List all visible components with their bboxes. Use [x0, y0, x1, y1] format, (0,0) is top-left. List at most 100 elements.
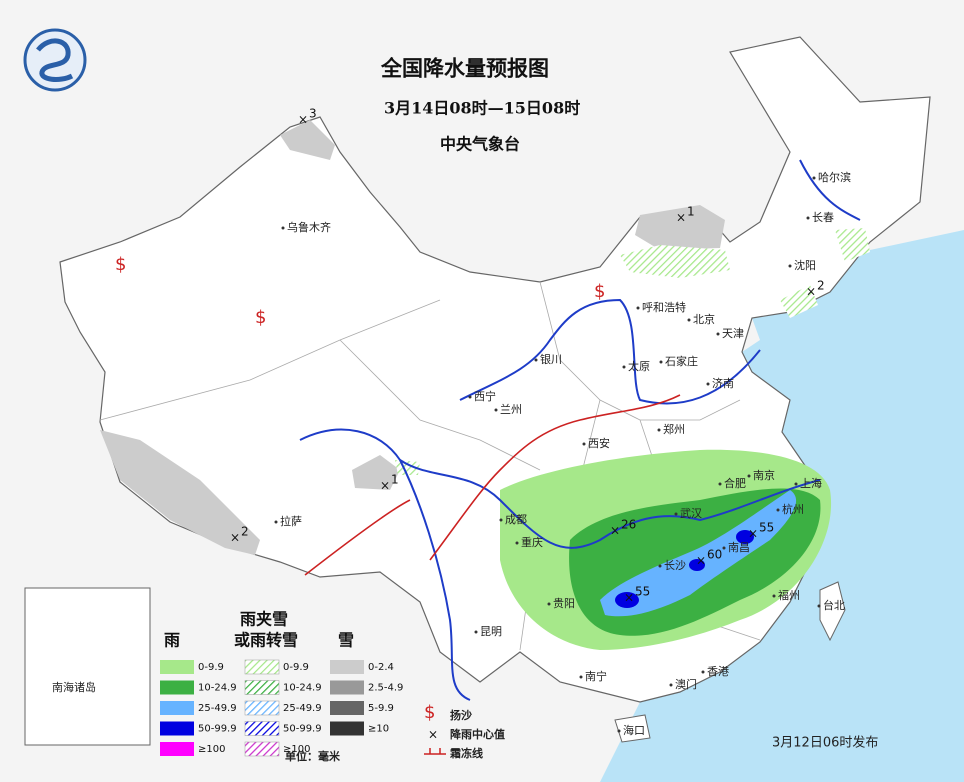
legend-mixed-title: 或雨转雪 [234, 631, 298, 650]
legend-label: 50-99.9 [283, 724, 322, 735]
city-dot [658, 564, 662, 568]
symbol-sand: $ [424, 702, 435, 723]
snow-areas [100, 120, 725, 555]
city-dot [718, 482, 722, 486]
legend-swatch [330, 680, 364, 695]
legend-label: 2.5-4.9 [368, 683, 403, 694]
city-dot [669, 683, 673, 687]
legend-label: 0-9.9 [198, 662, 224, 673]
symbol-frost [424, 748, 446, 755]
center-value: 2 [817, 279, 825, 293]
city-label: 南宁 [585, 669, 607, 683]
city-label: 太原 [628, 360, 650, 373]
legend-label: 0-9.9 [283, 662, 309, 673]
legend-swatch [330, 660, 364, 674]
city-label: 乌鲁木齐 [287, 220, 331, 234]
legend-swatch [244, 659, 280, 675]
city-label: 重庆 [521, 535, 543, 549]
city-dot [281, 226, 285, 230]
city-dot [817, 604, 821, 608]
legend-label: 10-24.9 [283, 683, 322, 694]
city-label: 成都 [505, 513, 527, 526]
city-dot [659, 360, 663, 364]
city-label: 贵阳 [553, 597, 575, 610]
rain-25-49 [600, 490, 797, 617]
legend-swatch [160, 701, 194, 715]
sand-symbol: $ [255, 307, 266, 328]
center-marker: × [806, 285, 816, 299]
city-dot [494, 408, 498, 412]
legend-swatch [160, 721, 194, 736]
center-marker: × [230, 531, 240, 545]
legend-rain-title: 雨 [164, 631, 180, 650]
city-dot [812, 176, 816, 180]
legend-label: 25-49.9 [198, 703, 237, 714]
city-dot [674, 512, 678, 516]
city-dot [579, 675, 583, 679]
legend-label: 5-9.9 [368, 703, 394, 714]
taiwan [819, 581, 846, 642]
city-label: 南昌 [728, 541, 750, 554]
city-label: 澳门 [675, 677, 697, 691]
legend-swatch [160, 660, 194, 674]
legend-label: 0-2.4 [368, 662, 394, 673]
hainan [614, 714, 651, 743]
legend-swatch [160, 742, 194, 756]
city-dot [747, 474, 751, 478]
center-marker: × [696, 554, 706, 568]
city-label: 合肥 [724, 476, 746, 490]
city-label: 沈阳 [794, 258, 816, 272]
legend-label: 50-99.9 [198, 724, 237, 735]
city-dot [772, 594, 776, 598]
inset-box [24, 587, 151, 746]
city-label: 呼和浩特 [642, 300, 686, 314]
legend-swatch [330, 721, 364, 736]
legend-swatch [244, 721, 280, 736]
city-label: 天津 [722, 327, 744, 340]
rain-50-99 [615, 530, 754, 608]
center-marker: × [298, 113, 308, 127]
city-dot [534, 358, 538, 362]
inset-label: 南海诸岛 [52, 680, 96, 694]
sand-symbol: $ [115, 254, 126, 275]
center-value: 60 [707, 548, 722, 562]
city-label: 昆明 [480, 625, 502, 638]
city-label: 哈尔滨 [818, 170, 851, 184]
center-value: 55 [759, 521, 774, 535]
city-dot [794, 482, 798, 486]
legend-swatch [330, 701, 364, 715]
city-dot [706, 382, 710, 386]
center-marker: × [380, 479, 390, 493]
title: 全国降水量预报图 [380, 56, 549, 81]
center-value: 1 [391, 473, 399, 487]
city-dot [582, 442, 586, 446]
frost-line [304, 394, 681, 576]
city-label: 北京 [693, 312, 715, 326]
city-label: 长沙 [664, 559, 686, 572]
city-dot [617, 729, 621, 733]
center-marker: × [748, 527, 758, 541]
legend-snow-title: 雪 [338, 631, 354, 650]
center-value: 55 [635, 585, 650, 599]
city-dot [701, 670, 705, 674]
legend-swatch [244, 741, 280, 757]
city-label: 济南 [712, 376, 734, 390]
center-value: 3 [309, 107, 317, 121]
sand-symbol: $ [594, 281, 605, 302]
city-dot [474, 630, 478, 634]
legend-label: 25-49.9 [283, 703, 322, 714]
legend-label: 10-24.9 [198, 683, 237, 694]
symbol-x: × [428, 728, 438, 742]
legend-symbol-label: 霜冻线 [449, 746, 483, 760]
city-dot [636, 306, 640, 310]
rivers [299, 159, 861, 701]
city-label: 西安 [588, 436, 610, 450]
legend-label: ≥100 [198, 744, 225, 755]
city-label: 银川 [540, 352, 562, 366]
city-label: 兰州 [500, 403, 522, 416]
city-dot [687, 318, 691, 322]
city-dot [515, 541, 519, 545]
legend-unit: 单位：毫米 [285, 749, 341, 763]
city-label: 福州 [778, 588, 800, 602]
